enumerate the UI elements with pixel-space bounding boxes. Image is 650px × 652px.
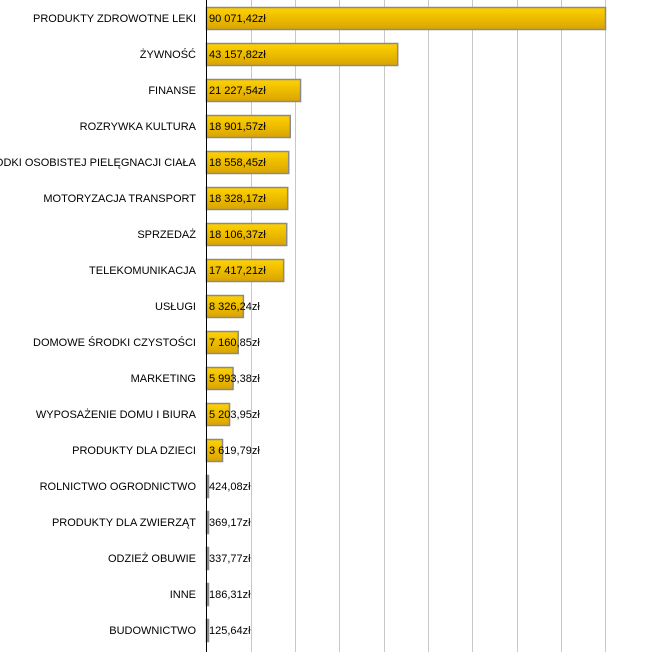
category-label: PRODUKTY ZDROWOTNE LEKI [33, 13, 196, 25]
category-label: ŻYWNOŚĆ [140, 48, 196, 61]
category-label: BUDOWNICTWO [109, 625, 196, 637]
category-label: TELEKOMUNIKACJA [89, 265, 197, 277]
value-label: 18 328,17zł [209, 193, 266, 205]
value-label: 90 071,42zł [209, 13, 266, 25]
category-label: ODZIEŻ OBUWIE [108, 552, 196, 565]
value-label: 18 106,37zł [209, 229, 266, 241]
value-label: 125,64zł [209, 625, 251, 637]
category-label: MARKETING [131, 373, 196, 385]
category-label: MOTORYZACJA TRANSPORT [43, 193, 196, 205]
value-label: 17 417,21zł [209, 265, 266, 277]
value-label: 3 619,79zł [209, 445, 260, 457]
value-label: 5 203,95zł [209, 409, 260, 421]
category-label: PRODUKTY DLA DZIECI [72, 445, 196, 457]
category-label: SPRZEDAŻ [137, 228, 196, 241]
bar [205, 6, 607, 31]
category-label: DOMOWE ŚRODKI CZYSTOŚCI [33, 336, 196, 349]
category-label: ŚRODKI OSOBISTEJ PIELĘGNACJI CIAŁA [0, 156, 197, 169]
category-label: WYPOSAŻENIE DOMU I BIURA [36, 408, 197, 421]
category-label: PRODUKTY DLA ZWIERZĄT [52, 517, 196, 529]
value-label: 5 993,38zł [209, 373, 260, 385]
value-label: 21 227,54zł [209, 85, 266, 97]
category-labels: PRODUKTY ZDROWOTNE LEKI ŻYWNOŚĆ FINANSE ROZ… [0, 13, 197, 637]
category-label: USŁUGI [155, 301, 196, 313]
value-label: 7 160,85zł [209, 337, 260, 349]
value-label: 369,17zł [209, 517, 251, 529]
category-label: ROZRYWKA KULTURA [80, 121, 197, 133]
bars [205, 6, 607, 643]
category-label: INNE [170, 589, 196, 601]
value-label: 18 901,57zł [209, 121, 266, 133]
value-label: 186,31zł [209, 589, 251, 601]
value-label: 43 157,82zł [209, 49, 266, 61]
gridlines [251, 0, 606, 652]
value-label: 8 326,24zł [209, 301, 260, 313]
category-label: ROLNICTWO OGRODNICTWO [40, 481, 197, 493]
value-labels: 90 071,42zł 43 157,82zł 21 227,54zł 18 901,… [209, 13, 266, 637]
value-label: 18 558,45zł [209, 157, 266, 169]
value-label: 424,08zł [209, 481, 251, 493]
category-label: FINANSE [148, 85, 196, 97]
value-label: 337,77zł [209, 553, 251, 565]
